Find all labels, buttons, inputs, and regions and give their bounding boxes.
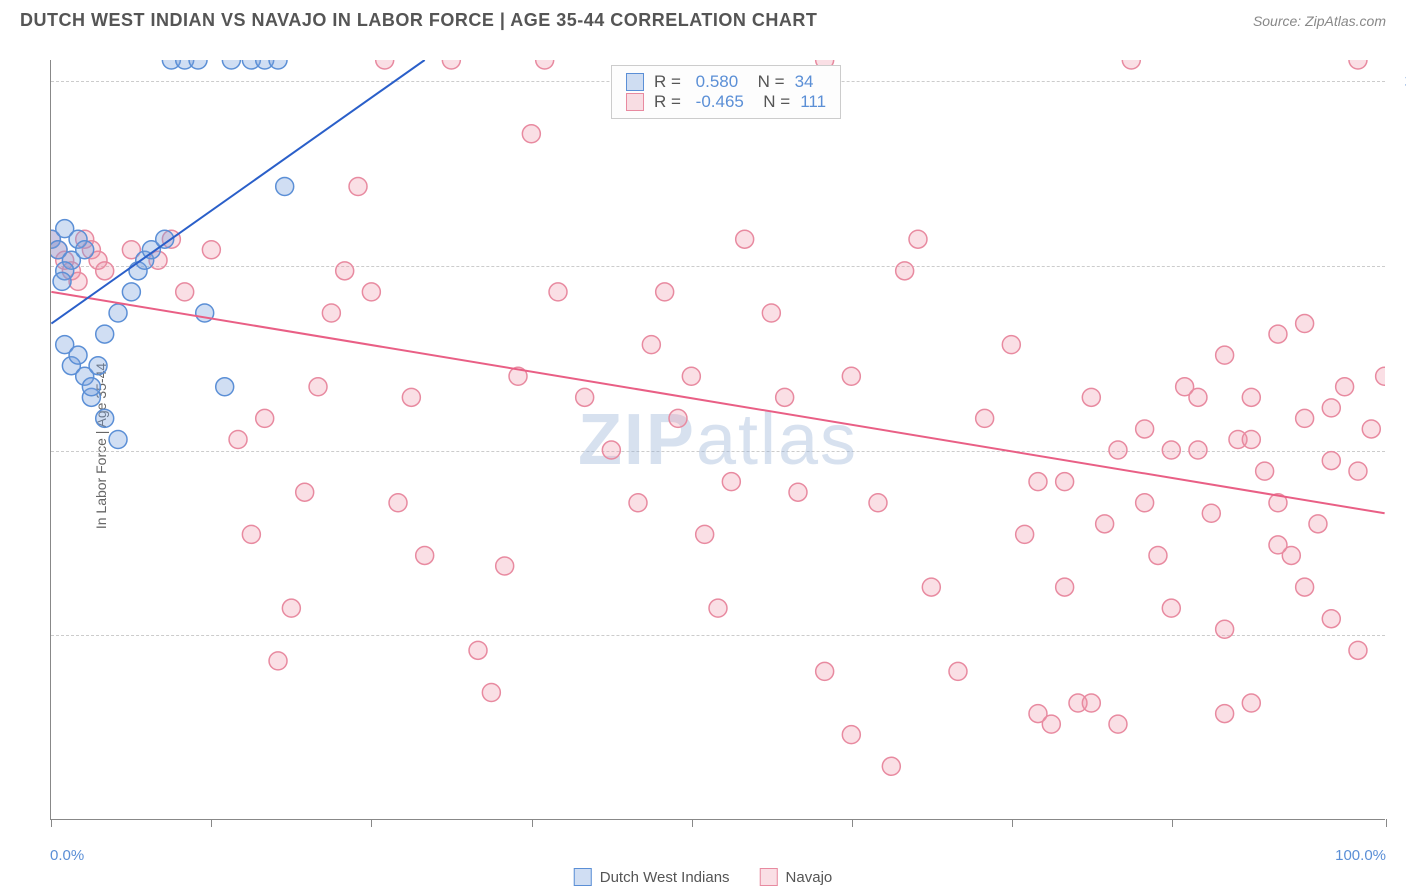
- chart-title: DUTCH WEST INDIAN VS NAVAJO IN LABOR FOR…: [20, 10, 817, 31]
- xtick: [692, 819, 693, 827]
- xtick: [852, 819, 853, 827]
- stats-row-pink: R = -0.465 N =111: [626, 92, 826, 112]
- ytick-label: 65.0%: [1395, 442, 1406, 459]
- stats-pink-swatch: [626, 93, 644, 111]
- legend: Dutch West Indians Navajo: [574, 868, 833, 886]
- legend-item-pink: Navajo: [760, 868, 833, 886]
- ytick-label: 100.0%: [1395, 73, 1406, 90]
- ytick-label: 47.5%: [1395, 627, 1406, 644]
- x-axis-min-label: 0.0%: [50, 847, 84, 864]
- xtick: [1172, 819, 1173, 827]
- xtick: [371, 819, 372, 827]
- stats-box: R = 0.580 N =34 R = -0.465 N =111: [611, 65, 841, 119]
- header: DUTCH WEST INDIAN VS NAVAJO IN LABOR FOR…: [0, 0, 1406, 39]
- source-attribution: Source: ZipAtlas.com: [1253, 13, 1386, 29]
- stats-row-blue: R = 0.580 N =34: [626, 72, 826, 92]
- xtick: [1012, 819, 1013, 827]
- stats-pink-r: -0.465: [696, 92, 744, 112]
- stats-blue-n: 34: [795, 72, 814, 92]
- xtick: [1386, 819, 1387, 827]
- chart-plot-area: ZIPatlas R = 0.580 N =34 R = -0.465 N =1…: [50, 60, 1385, 820]
- legend-pink-label: Navajo: [786, 869, 833, 886]
- legend-blue-label: Dutch West Indians: [600, 869, 730, 886]
- scatter-svg: [51, 60, 1385, 819]
- stats-pink-n: 111: [800, 92, 826, 112]
- stats-blue-r: 0.580: [696, 72, 739, 92]
- xtick: [51, 819, 52, 827]
- legend-blue-swatch: [574, 868, 592, 886]
- legend-item-blue: Dutch West Indians: [574, 868, 730, 886]
- stats-blue-swatch: [626, 73, 644, 91]
- ytick-label: 82.5%: [1395, 257, 1406, 274]
- xtick: [532, 819, 533, 827]
- legend-pink-swatch: [760, 868, 778, 886]
- xtick: [211, 819, 212, 827]
- x-axis-max-label: 100.0%: [1335, 847, 1386, 864]
